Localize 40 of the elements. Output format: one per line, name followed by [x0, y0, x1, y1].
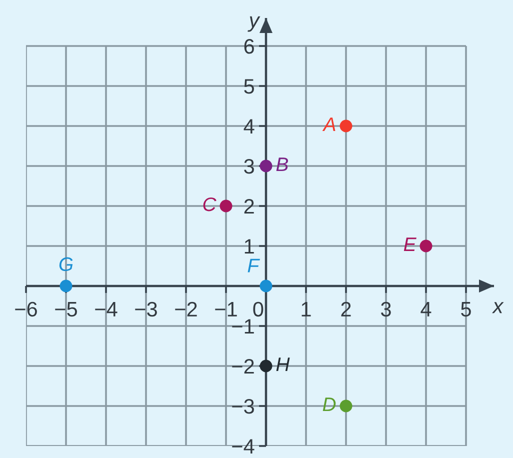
series-label: D [322, 398, 336, 412]
y-tick-label: 6 [244, 39, 254, 54]
series-label: C [203, 197, 216, 212]
x-tick-label: −2 [175, 302, 197, 316]
x-tick-label: −4 [95, 302, 118, 316]
x-tick-label: 5 [461, 302, 471, 317]
point [340, 120, 352, 132]
y-axis-title: y [248, 16, 260, 32]
x-tick-label: −1 [215, 302, 237, 316]
y-tick-label: −3 [232, 399, 254, 414]
y-tick-label: 2 [244, 199, 254, 214]
series-label: A [322, 118, 336, 132]
point [340, 400, 352, 412]
y-tick-label: 4 [244, 119, 254, 134]
series-label: B [276, 158, 288, 172]
x-tick-label: 1 [302, 302, 311, 316]
x-tick-label: −5 [55, 302, 78, 317]
y-tick-label: −4 [232, 439, 254, 454]
point [260, 160, 272, 172]
point [260, 280, 272, 292]
y-tick-label: −2 [232, 359, 254, 374]
x-tick-label: 3 [381, 302, 391, 317]
y-tick-label: −1 [232, 319, 254, 334]
x-tick-label: 0 [253, 302, 264, 317]
point [420, 240, 432, 252]
x-tick-label: 2 [341, 302, 351, 316]
y-tick-label: 1 [244, 239, 254, 254]
x-axis-title: x [492, 302, 504, 314]
series-label: H [276, 358, 290, 372]
series-label: G [59, 257, 73, 272]
point [260, 360, 272, 372]
series-label: F [248, 258, 260, 272]
x-tick-label: −6 [15, 302, 37, 317]
series-label: E [404, 238, 416, 252]
point [220, 200, 232, 212]
point [60, 280, 72, 292]
x-tick-label: 4 [420, 302, 432, 316]
x-tick-label: −3 [135, 302, 157, 317]
y-tick-label: 3 [244, 159, 254, 174]
y-tick-label: 5 [244, 79, 254, 94]
